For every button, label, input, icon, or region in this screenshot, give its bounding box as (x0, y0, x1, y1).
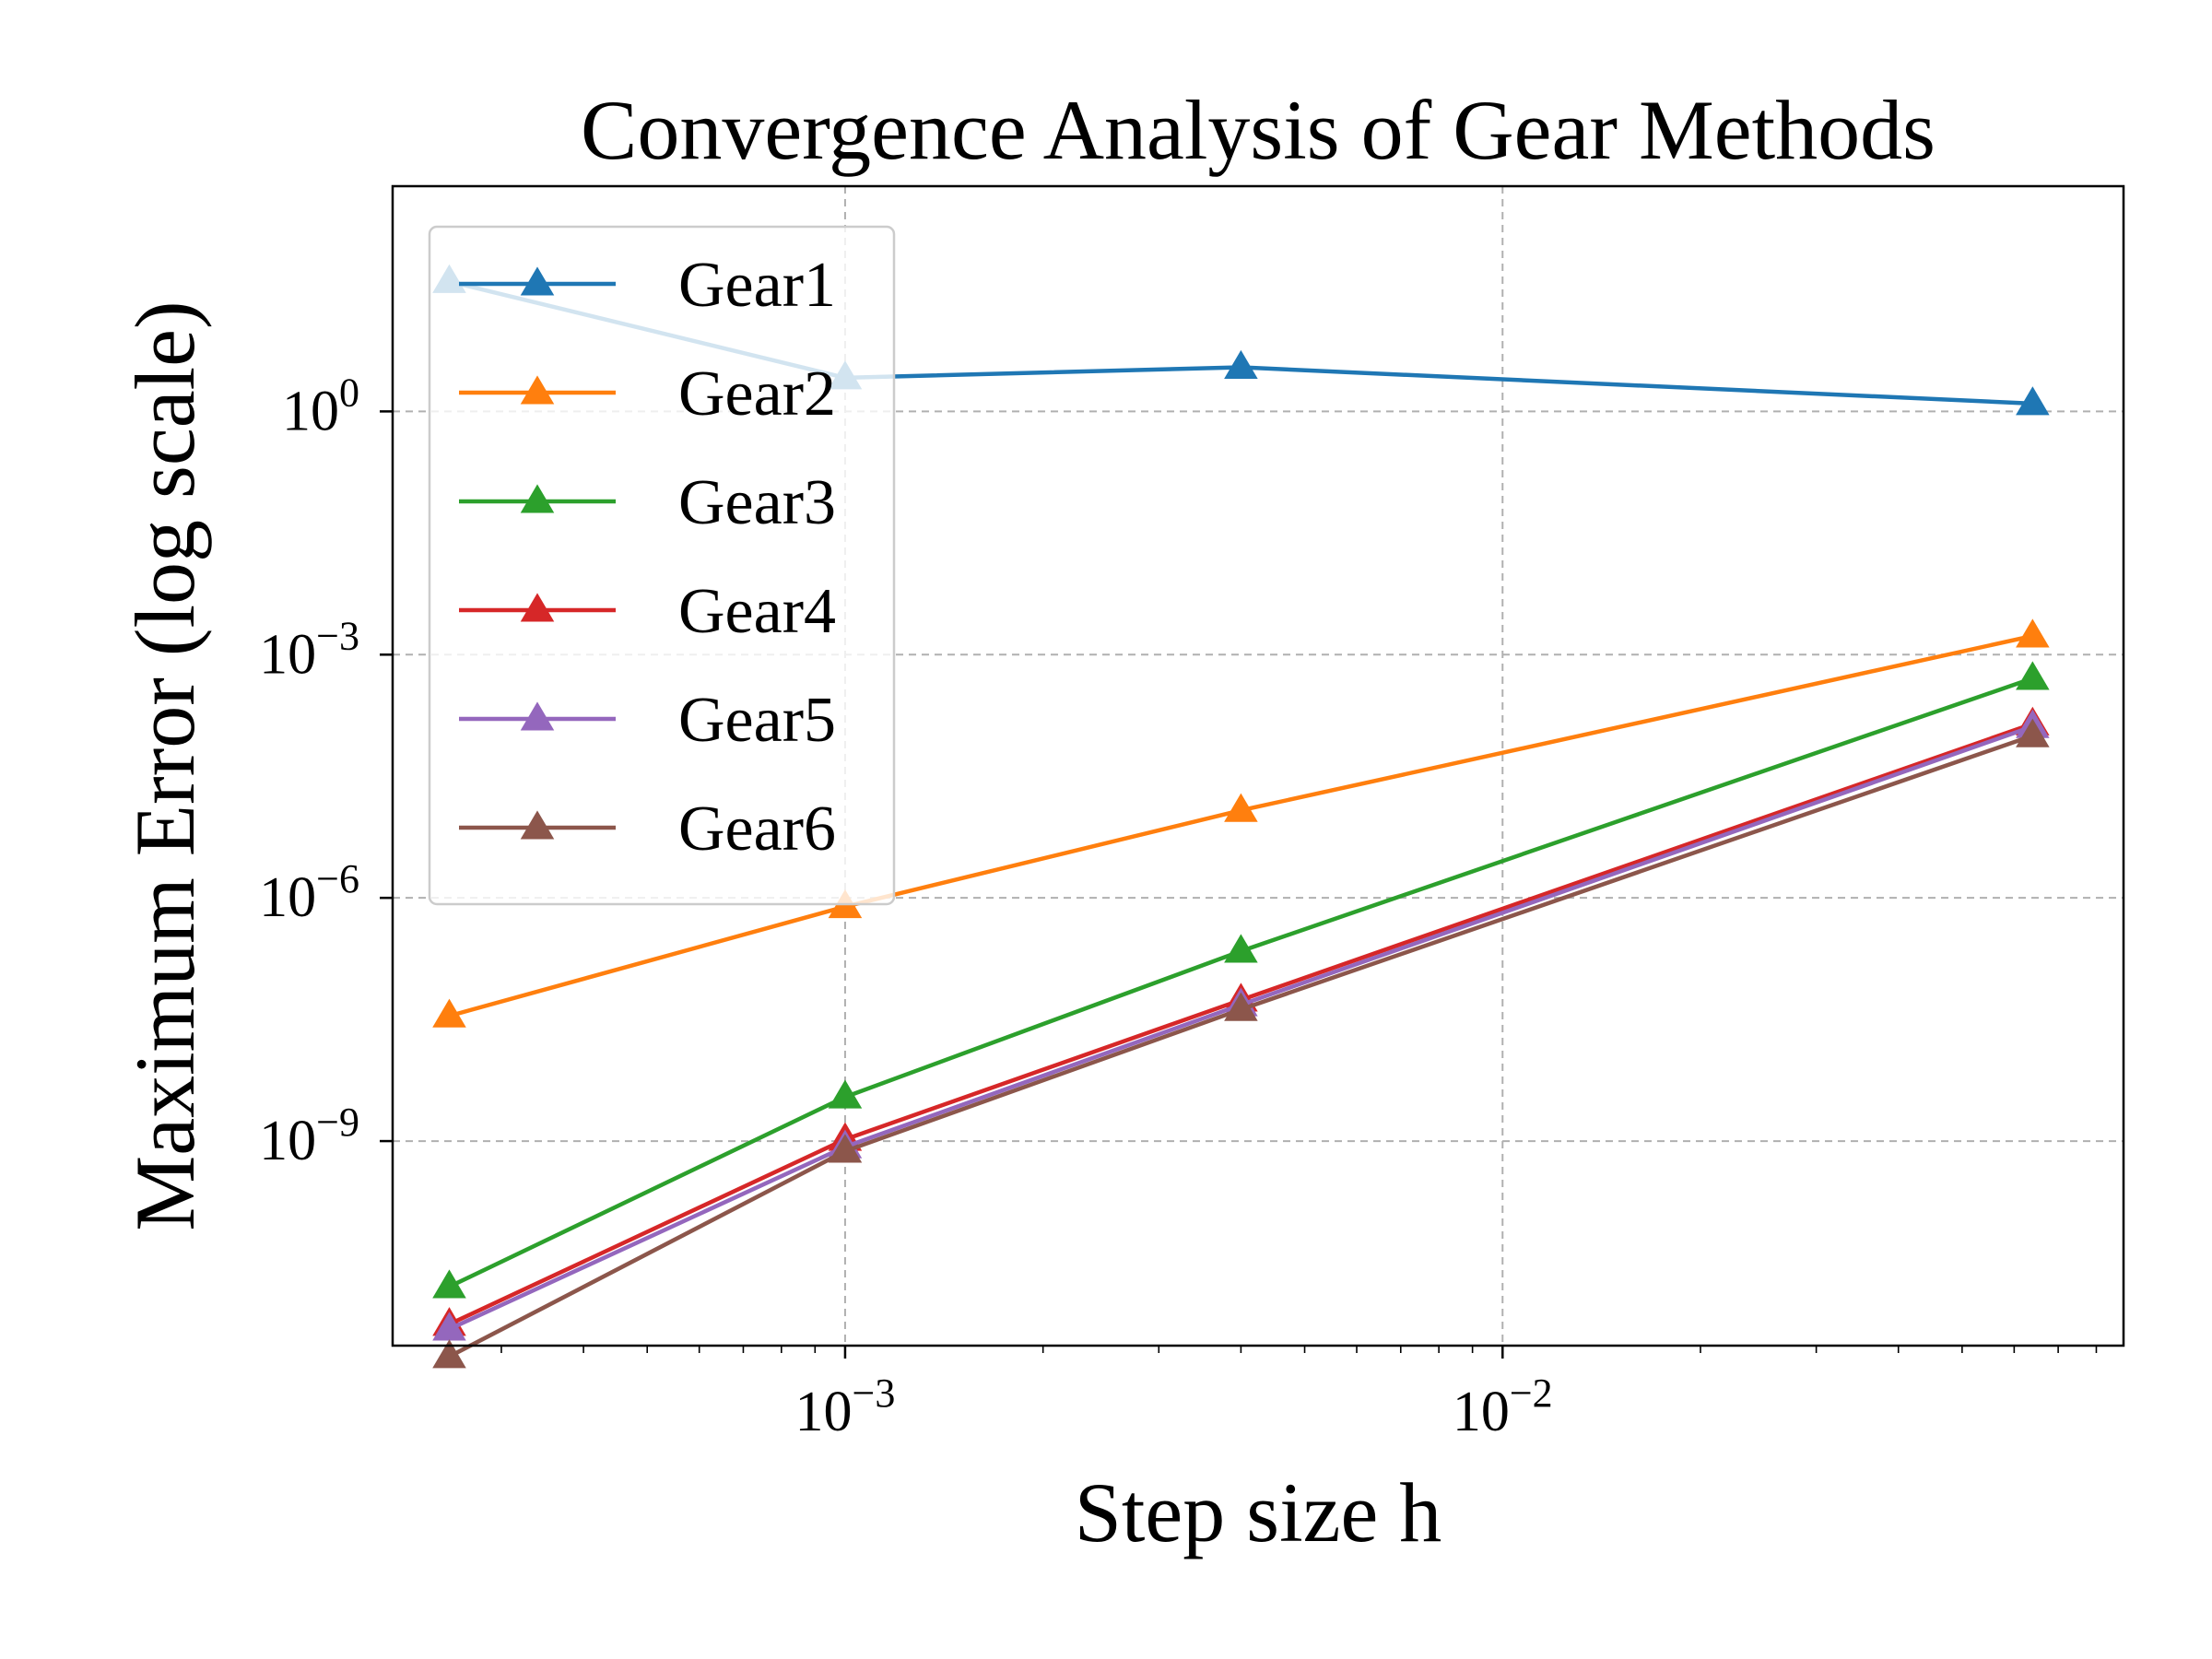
data-point (1224, 349, 1258, 379)
legend-label: Gear1 (678, 250, 836, 321)
series-line (448, 734, 2034, 1359)
legend-marker (520, 593, 555, 622)
x-axis-label: Step size h (1075, 1465, 1442, 1559)
y-tick-label: 100 (282, 370, 359, 442)
plot-area-frame (391, 184, 2125, 1347)
legend-entry-gear4: Gear4 (459, 576, 836, 647)
data-point (2016, 618, 2050, 648)
y-tick-label: 10−9 (259, 1100, 359, 1172)
data-point (2016, 718, 2050, 747)
legend-label: Gear2 (678, 359, 836, 429)
legend-entry-gear6: Gear6 (459, 794, 836, 865)
legend-label: Gear4 (678, 576, 836, 647)
y-axis-label: Maximum Error (log scale) (118, 300, 212, 1230)
series-lines (432, 264, 2050, 1369)
y-tick-label: 10−6 (259, 856, 359, 929)
legend-marker (520, 701, 555, 731)
legend-entry-gear1: Gear1 (459, 250, 836, 321)
data-point (432, 1269, 466, 1299)
legend: Gear1 Gear2 Gear3 Gear4 Gear5 Gear6 (428, 225, 896, 906)
legend-label: Gear5 (678, 685, 836, 756)
legend-marker (520, 810, 555, 840)
legend-label: Gear6 (678, 794, 836, 865)
legend-entry-gear2: Gear2 (459, 359, 836, 429)
y-tick-label: 10−3 (259, 613, 359, 686)
axis-ticks: 10−3 10−2 100 10−3 10−6 10−9 (259, 370, 2098, 1443)
series-line (448, 633, 2033, 1018)
data-point (432, 1339, 466, 1369)
legend-entry-gear3: Gear3 (459, 467, 836, 538)
legend-label: Gear3 (678, 467, 836, 538)
series-line (448, 724, 2034, 1332)
data-point (828, 1079, 863, 1109)
x-tick-label: 10−2 (1453, 1371, 1553, 1443)
x-tick-label: 10−3 (795, 1371, 896, 1443)
chart-title: Convergence Analysis of Gear Methods (581, 83, 1936, 177)
data-point (432, 998, 466, 1028)
legend-entry-gear5: Gear5 (459, 685, 836, 756)
data-point (828, 1134, 863, 1163)
series-gear6 (432, 718, 2050, 1369)
data-point (2016, 661, 2050, 690)
series-gear3 (432, 661, 2050, 1299)
legend-marker (520, 484, 555, 513)
data-point (1224, 934, 1258, 963)
data-point (1224, 793, 1258, 822)
data-point (2016, 386, 2050, 416)
series-line (448, 722, 2034, 1326)
data-point (1224, 992, 1258, 1021)
legend-marker (520, 266, 555, 296)
series-line (448, 676, 2034, 1289)
legend-marker (520, 375, 555, 405)
